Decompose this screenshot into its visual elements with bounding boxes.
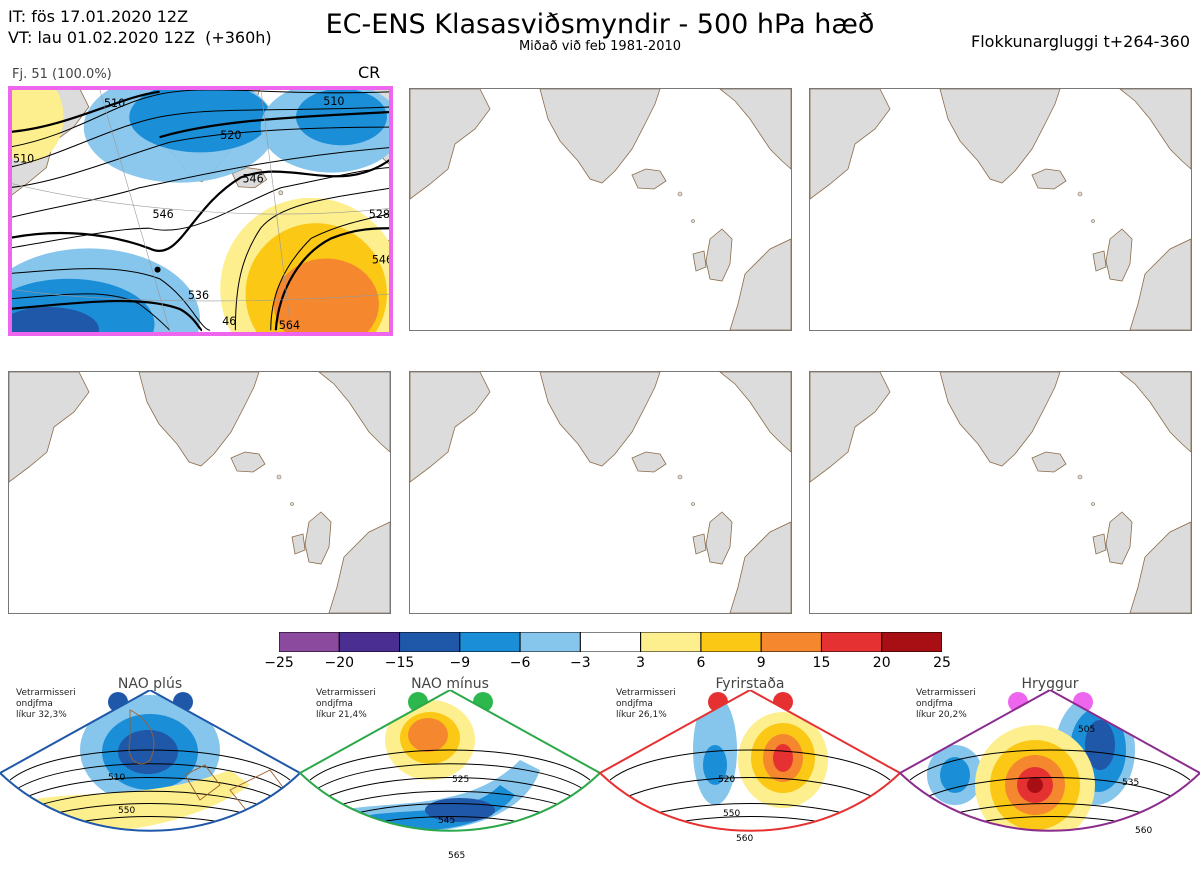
colorbar	[278, 631, 943, 653]
colorbar-segment	[278, 631, 340, 653]
colorbar-tick-label: 25	[933, 655, 951, 671]
regime-probability-note: Vetrarmisseri ondjfma líkur 26,1%	[616, 688, 676, 720]
cluster-map-empty[interactable]	[809, 371, 1192, 614]
colorbar-segment	[399, 631, 461, 653]
colorbar-segment	[760, 631, 822, 653]
colorbar-segment	[700, 631, 762, 653]
regime-probability-note: Vetrarmisseri ondjfma líkur 20,2%	[916, 688, 976, 720]
colorbar-tick-label: −9	[449, 655, 471, 671]
colorbar-tick-label: −15	[384, 655, 415, 671]
panel-contour-label: 546	[152, 208, 173, 221]
regime-contour-label: 520	[718, 775, 735, 785]
regime-contour-label: 545	[438, 816, 455, 826]
panel-contour-label: 536	[188, 289, 209, 302]
cluster-map-empty[interactable]	[409, 371, 792, 614]
panel-contour-label: 510	[13, 152, 34, 165]
regime-title: Hryggur	[1021, 676, 1079, 692]
panel-contour-label: 564	[279, 319, 300, 332]
page-title: EC-ENS Klasasviðsmyndir - 500 hPa hæð	[325, 9, 875, 40]
init-time: IT: fös 17.01.2020 12Z	[8, 7, 189, 26]
colorbar-tick-label: 6	[696, 655, 706, 671]
colorbar-segment	[820, 631, 883, 653]
cluster-map-empty[interactable]	[409, 88, 792, 331]
colorbar-tick-label: 15	[812, 655, 831, 671]
regime-maps: 510 550 525 545 565	[0, 690, 1200, 861]
colorbar-tick-label: −20	[324, 655, 355, 671]
regime-contour-label: 525	[452, 775, 469, 785]
regime-contour-label: 565	[448, 851, 465, 861]
panel-contour-label: 546	[242, 173, 263, 186]
regime-probability-note: Vetrarmisseri ondjfma líkur 21,4%	[316, 688, 376, 720]
regime-contour-label: 510	[108, 773, 125, 783]
regime-contour-label: 535	[1122, 778, 1139, 788]
regime-probability-note: Vetrarmisseri ondjfma líkur 32,3%	[16, 688, 76, 720]
panel-contour-label: 546	[372, 254, 389, 267]
regime-contour-label: 560	[1135, 826, 1152, 836]
colorbar-segment	[881, 631, 943, 653]
panel-contour-label: 510	[104, 97, 125, 110]
regime-contour-label: 560	[736, 834, 753, 844]
panel-cluster-label: CR	[358, 63, 381, 82]
colorbar-segment	[640, 631, 702, 653]
regime-contour-label: 505	[1078, 725, 1095, 735]
regime-title: NAO mínus	[411, 676, 489, 692]
cluster-map-empty[interactable]	[809, 88, 1192, 331]
panel-contour-label: 528	[369, 208, 389, 221]
colorbar-segment	[519, 631, 581, 653]
colorbar-segment	[338, 631, 401, 653]
colorbar-tick-label: −3	[570, 655, 591, 671]
colorbar-segment	[459, 631, 521, 653]
panel-caption: Fj. 51 (100.0%)	[12, 67, 112, 82]
valid-time: VT: lau 01.02.2020 12Z (+360h)	[8, 28, 272, 47]
regime-contour-label: 550	[723, 809, 740, 819]
colorbar-tick-label: 3	[636, 655, 646, 671]
colorbar-tick-label: −25	[264, 655, 294, 671]
colorbar-tick-label: 20	[872, 655, 891, 671]
regime-title: NAO plús	[117, 676, 183, 692]
panel-contour-label: 46	[222, 315, 236, 328]
panel-contour-label: 510	[323, 95, 344, 108]
colorbar-tick-label: 9	[756, 655, 766, 671]
cluster-map-active[interactable]: 510 520 510 546 528 546 536 46 564 510 5…	[8, 86, 393, 336]
panel-contour-label: 520	[220, 129, 241, 142]
regime-title: Fyrirstaða	[715, 676, 785, 692]
regime-contour-label: 550	[118, 806, 135, 816]
page-subtitle: Miðað við feb 1981-2010	[518, 39, 682, 54]
colorbar-segment	[579, 631, 642, 653]
cluster-map-empty[interactable]	[8, 371, 391, 614]
colorbar-tick-label: −6	[509, 655, 531, 671]
window-label: Flokkunargluggi t+264-360	[971, 32, 1190, 51]
